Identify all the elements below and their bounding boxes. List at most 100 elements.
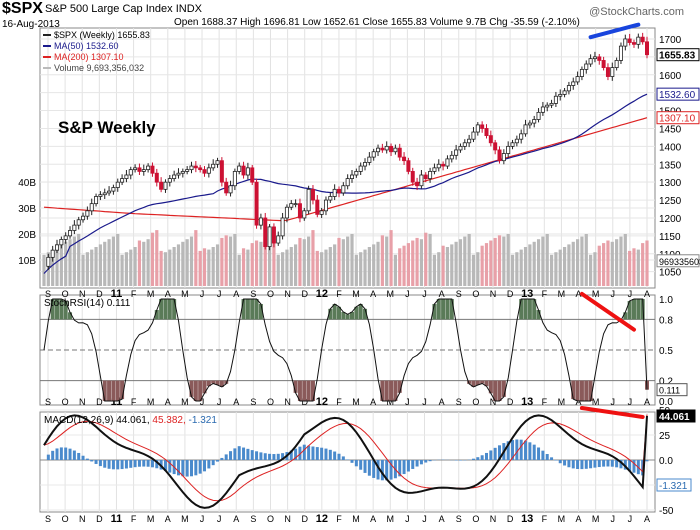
volume-tick-label: 30B: [18, 204, 36, 215]
month-label-macd: M: [558, 514, 566, 524]
macd-value-text: 44.061: [659, 412, 690, 423]
volume-bar: [98, 244, 102, 286]
candle-body: [124, 174, 129, 179]
stochrsi-overbought-fill: [441, 299, 446, 320]
macd-histogram-bar: [411, 460, 415, 469]
candle-body: [467, 138, 472, 144]
volume-bar: [398, 248, 402, 286]
month-label-price: J: [405, 289, 410, 299]
volume-bar: [519, 249, 523, 286]
stochrsi-oversold-fill: [497, 380, 502, 401]
stochrsi-overbought-fill: [172, 299, 177, 320]
volume-bar: [68, 239, 72, 286]
month-label-price: M: [147, 289, 155, 299]
volume-bar: [437, 252, 441, 286]
month-label-rsi: M: [592, 397, 600, 407]
month-label-rsi: 11: [111, 396, 123, 408]
candle-body: [224, 181, 229, 194]
volume-bar: [428, 234, 432, 286]
macd-histogram-bar: [606, 460, 610, 467]
macd-histogram-bar: [528, 442, 532, 460]
volume-bar: [484, 243, 489, 286]
stochrsi-oversold-fill: [306, 380, 311, 401]
volume-bar: [515, 252, 519, 286]
candle-body: [605, 67, 610, 77]
macd-histogram-bar: [632, 460, 636, 473]
month-label-price: A: [233, 289, 239, 299]
price-tick-label: 1450: [659, 124, 682, 135]
candle-body: [202, 169, 207, 174]
macd-histogram-bar: [103, 460, 107, 468]
macd-histogram-bar: [137, 460, 141, 467]
volume-bar: [168, 249, 172, 286]
volume-bar: [272, 230, 276, 286]
stochrsi-oversold-fill: [484, 380, 489, 387]
volume-bar: [523, 247, 528, 286]
candle-body: [545, 104, 550, 108]
month-label-rsi: J: [422, 397, 427, 407]
candle-body: [254, 181, 259, 226]
macd-histogram-bar: [116, 460, 120, 470]
candle-body: [76, 219, 81, 226]
candle-body: [185, 169, 190, 172]
candle-body: [323, 199, 328, 212]
volume-bar: [458, 239, 463, 286]
volume-bar: [615, 239, 619, 286]
volume-bar: [367, 247, 371, 286]
candle-body: [575, 76, 580, 83]
stochrsi-tick-label: 0.5: [659, 346, 673, 357]
candle-body: [419, 174, 424, 187]
stochrsi-overbought-fill: [445, 299, 450, 320]
macd-histogram-bar: [524, 440, 528, 460]
ma50-value-box-text: 1532.60: [659, 90, 696, 101]
month-label-price: O: [472, 289, 479, 299]
volume-bar: [237, 254, 241, 286]
candle-body: [315, 199, 320, 215]
volume-bar: [155, 230, 159, 286]
candle-body: [497, 149, 502, 162]
stochrsi-oversold-fill: [467, 380, 472, 384]
annotation-text: S&P Weekly: [58, 118, 156, 137]
month-label-rsi: N: [79, 397, 86, 407]
macd-histogram-bar: [211, 460, 215, 466]
volume-bar: [250, 243, 254, 286]
stochrsi-overbought-fill: [154, 310, 159, 320]
stochrsi-oversold-fill: [501, 380, 506, 397]
month-label-price: J: [200, 289, 205, 299]
stochrsi-overbought-fill: [627, 300, 632, 320]
volume-tick-label: 10B: [18, 256, 36, 267]
candle-body: [219, 160, 224, 183]
volume-bar: [211, 247, 215, 286]
macd-histogram-bar: [337, 453, 341, 460]
month-label-macd: D: [301, 514, 308, 524]
ma200-line: [43, 117, 648, 222]
macd-histogram-bar: [107, 460, 111, 469]
candle-body: [441, 163, 446, 167]
stochrsi-overbought-fill: [245, 299, 250, 320]
stochrsi-overbought-fill: [536, 310, 541, 320]
candle-body: [354, 171, 359, 176]
candle-body: [310, 188, 315, 201]
candle-body: [449, 154, 454, 160]
candle-body: [514, 138, 519, 144]
macd-histogram-bar: [602, 460, 606, 467]
stochrsi-oversold-fill: [393, 380, 398, 401]
candle-body: [532, 119, 537, 124]
candle-body: [432, 167, 437, 172]
volume-bar: [194, 230, 198, 286]
macd-histogram-bar: [402, 460, 406, 475]
volume-bar: [402, 245, 406, 286]
month-label-price: N: [79, 289, 86, 299]
candle-body: [72, 224, 77, 231]
macd-histogram-bar: [489, 450, 493, 460]
macd-value-box: [656, 409, 696, 423]
volume-bar: [493, 237, 497, 286]
volume-bar: [285, 249, 289, 286]
volume-bar: [589, 254, 593, 286]
candle-body: [120, 178, 125, 183]
month-label-rsi: D: [301, 397, 308, 407]
volume-bar: [602, 243, 606, 286]
price-tick-label: 1400: [659, 142, 682, 153]
volume-bar: [72, 236, 76, 286]
month-label-price: D: [507, 289, 514, 299]
